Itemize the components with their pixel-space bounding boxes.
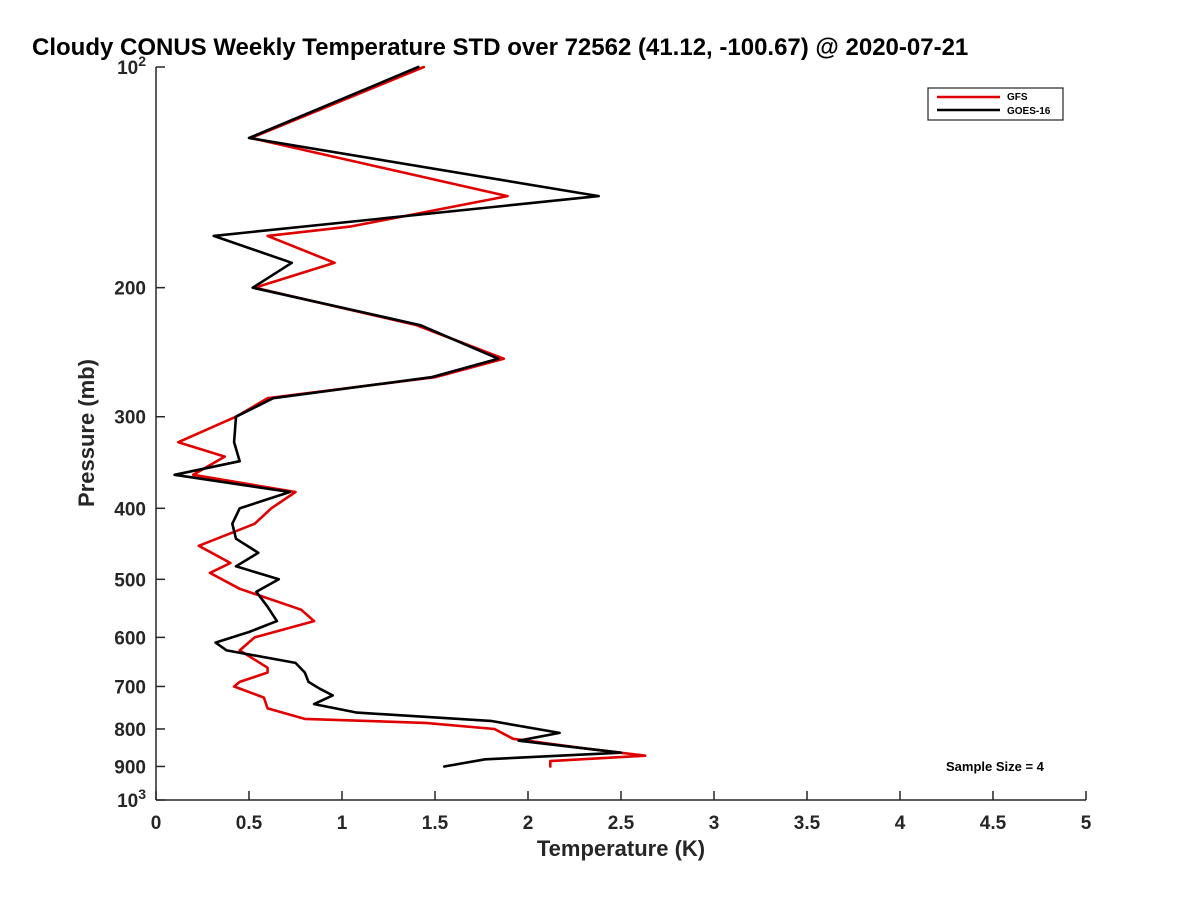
series-line-goes16: [173, 65, 623, 768]
y-tick-label: 200: [114, 279, 146, 300]
x-tick-label: 3: [709, 813, 720, 834]
y-decade-tick-label: 103: [117, 786, 146, 812]
y-axis-ticks: 200 300 400 500 600 700 800 900 102 103: [114, 53, 165, 812]
chart-title: Cloudy CONUS Weekly Temperature STD over…: [32, 34, 968, 61]
x-tick-label: 4.5: [980, 813, 1007, 834]
x-tick-label: 2.5: [608, 813, 635, 834]
series-lines: [173, 65, 647, 768]
y-tick-label: 500: [114, 570, 146, 591]
x-tick-label: 3.5: [794, 813, 821, 834]
series-line-gfs: [177, 65, 647, 768]
x-tick-label: 0.5: [236, 813, 263, 834]
legend: GFS GOES-16: [927, 87, 1064, 121]
y-tick-label: 800: [114, 720, 146, 741]
legend-label-goes16: GOES-16: [1007, 106, 1051, 117]
sample-size-annotation: Sample Size = 4: [946, 759, 1045, 774]
legend-label-gfs: GFS: [1007, 92, 1028, 103]
y-tick-label: 300: [114, 408, 146, 429]
y-tick-label: 400: [114, 499, 146, 520]
legend-box: [927, 87, 1064, 121]
x-tick-label: 0: [151, 813, 162, 834]
y-tick-label: 700: [114, 677, 146, 698]
y-tick-label: 900: [114, 757, 146, 778]
x-tick-label: 1.5: [422, 813, 449, 834]
x-tick-label: 5: [1081, 813, 1092, 834]
x-tick-label: 1: [337, 813, 348, 834]
x-tick-label: 2: [523, 813, 534, 834]
y-axis-label: Pressure (mb): [74, 359, 99, 507]
x-tick-label: 4: [895, 813, 906, 834]
x-axis-ticks: 0 0.5 1 1.5 2 2.5 3 3.5 4 4.5 5: [151, 791, 1092, 834]
y-tick-label: 600: [114, 628, 146, 649]
y-decade-tick-label: 102: [117, 53, 146, 79]
x-axis-label: Temperature (K): [537, 836, 705, 861]
